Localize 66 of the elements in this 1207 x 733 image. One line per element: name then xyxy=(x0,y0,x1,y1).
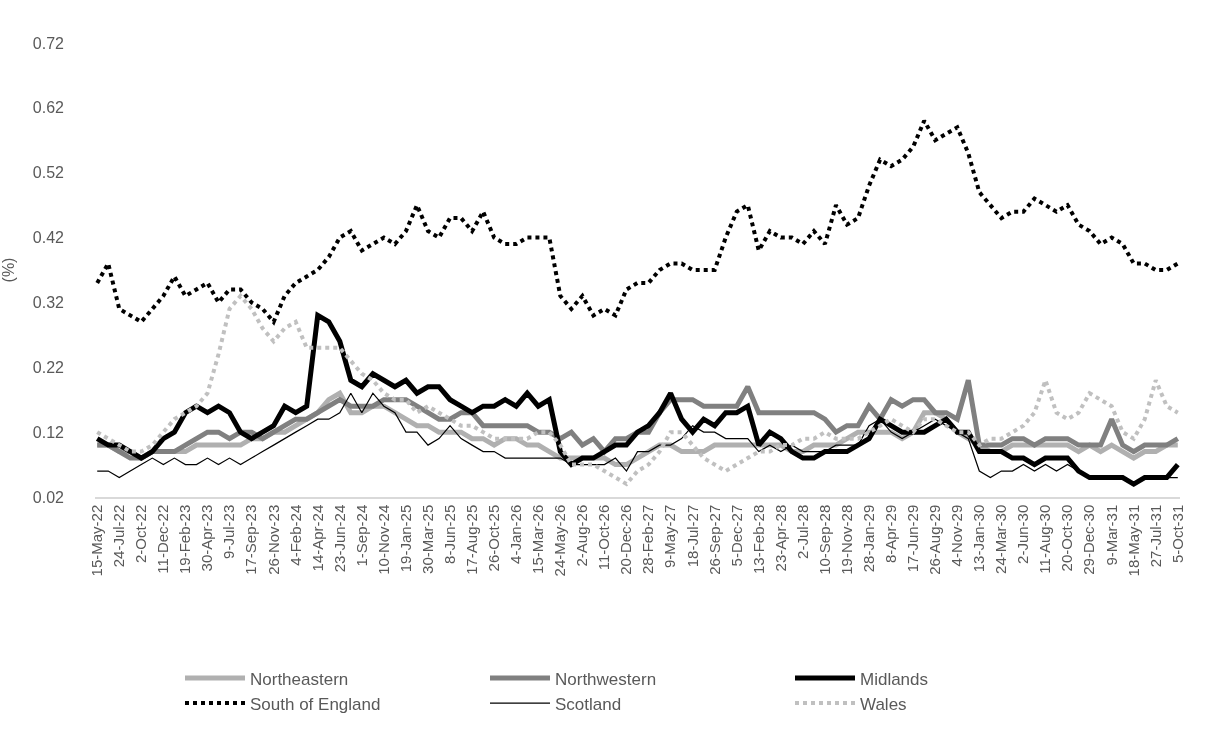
y-axis-title: (%) xyxy=(0,257,17,283)
x-tick-label: 10-Sep-28 xyxy=(815,504,833,575)
x-tick-label: 11-Aug-30 xyxy=(1036,504,1054,574)
x-tick-label: 5-Oct-31 xyxy=(1168,504,1186,564)
legend-label: Northeastern xyxy=(250,669,349,689)
x-tick-label: 2-Jun-30 xyxy=(1014,504,1032,564)
y-tick-label: 0.62 xyxy=(32,99,65,117)
y-tick-label: 0.02 xyxy=(32,488,65,506)
x-tick-label: 27-Jul-31 xyxy=(1146,504,1164,568)
x-tick-label: 23-Apr-28 xyxy=(771,504,789,572)
x-tick-label: 26-Nov-23 xyxy=(264,504,282,575)
x-tick-label: 10-Nov-24 xyxy=(374,504,392,575)
y-tick-label: 0.32 xyxy=(32,294,65,312)
x-tick-label: 26-Aug-29 xyxy=(926,504,944,575)
x-tick-label: 1-Sep-24 xyxy=(352,504,370,567)
legend-label: Northwestern xyxy=(555,669,657,689)
x-tick-label: 15-Mar-26 xyxy=(529,504,547,574)
x-tick-label: 24-Mar-30 xyxy=(992,504,1010,574)
x-tick-label: 18-May-31 xyxy=(1124,504,1142,577)
x-tick-label: 15-May-22 xyxy=(88,504,106,577)
x-tick-label: 18-Jul-27 xyxy=(683,504,701,568)
x-tick-label: 19-Jan-25 xyxy=(396,504,414,573)
x-tick-label: 23-Jun-24 xyxy=(330,504,348,573)
x-tick-label: 2-Aug-26 xyxy=(573,504,591,567)
x-tick-label: 19-Nov-28 xyxy=(837,504,855,575)
legend-label: South of England xyxy=(250,694,381,714)
x-tick-label: 4-Feb-24 xyxy=(286,504,304,566)
x-tick-label: 26-Sep-27 xyxy=(705,504,723,575)
x-tick-label: 13-Feb-28 xyxy=(749,504,767,574)
x-tick-label: 28-Jan-29 xyxy=(859,504,877,573)
x-tick-label: 30-Mar-25 xyxy=(418,504,436,574)
x-tick-label: 17-Sep-23 xyxy=(242,504,260,575)
x-tick-label: 24-Jul-22 xyxy=(110,504,128,568)
x-tick-label: 17-Jun-29 xyxy=(904,504,922,573)
legend-label: Midlands xyxy=(860,669,929,689)
x-tick-label: 19-Feb-23 xyxy=(176,504,194,574)
x-tick-label: 29-Dec-30 xyxy=(1080,504,1098,575)
y-tick-label: 0.12 xyxy=(32,423,65,441)
x-tick-label: 2-Oct-22 xyxy=(132,504,150,564)
x-tick-label: 9-Mar-31 xyxy=(1102,504,1120,566)
x-tick-label: 17-Aug-25 xyxy=(462,504,480,575)
x-tick-label: 20-Oct-30 xyxy=(1058,504,1076,572)
x-tick-label: 2-Jul-28 xyxy=(793,504,811,559)
x-tick-label: 28-Feb-27 xyxy=(639,504,657,574)
legend-label: Scotland xyxy=(555,694,622,714)
x-tick-label: 11-Dec-22 xyxy=(154,504,172,574)
x-tick-label: 8-Jun-25 xyxy=(440,504,458,564)
y-tick-label: 0.72 xyxy=(32,34,65,52)
x-tick-label: 8-Apr-29 xyxy=(881,504,899,564)
x-tick-label: 4-Jan-26 xyxy=(507,504,525,564)
legend-label: Wales xyxy=(860,694,907,714)
x-tick-label: 4-Nov-29 xyxy=(948,504,966,567)
x-tick-label: 30-Apr-23 xyxy=(198,504,216,572)
x-tick-label: 14-Apr-24 xyxy=(308,504,326,572)
x-tick-label: 13-Jan-30 xyxy=(970,504,988,573)
y-tick-label: 0.22 xyxy=(32,358,65,376)
x-tick-label: 5-Dec-27 xyxy=(727,504,745,567)
y-tick-label: 0.42 xyxy=(32,229,65,247)
x-tick-label: 26-Oct-25 xyxy=(485,504,503,572)
y-tick-label: 0.52 xyxy=(32,164,65,182)
line-series xyxy=(95,118,1180,324)
x-tick-label: 20-Dec-26 xyxy=(617,504,635,575)
x-tick-label: 9-Jul-23 xyxy=(220,504,238,559)
x-tick-label: 11-Oct-26 xyxy=(595,504,613,571)
x-tick-label: 9-May-27 xyxy=(661,504,679,569)
x-tick-label: 24-May-26 xyxy=(551,504,569,577)
